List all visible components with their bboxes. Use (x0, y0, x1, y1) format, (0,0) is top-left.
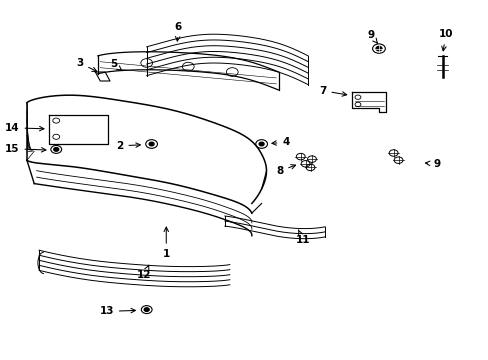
Text: 6: 6 (175, 22, 182, 41)
Text: 15: 15 (5, 144, 46, 154)
Circle shape (259, 142, 264, 146)
Text: 14: 14 (5, 123, 44, 133)
Text: 9: 9 (425, 159, 439, 169)
Circle shape (375, 46, 381, 51)
Text: 10: 10 (438, 29, 452, 51)
Text: 7: 7 (318, 86, 346, 96)
Text: 1: 1 (163, 227, 169, 259)
Text: 5: 5 (110, 59, 122, 71)
Text: 4: 4 (271, 137, 289, 147)
Circle shape (149, 142, 154, 146)
Text: 9: 9 (366, 30, 377, 43)
Text: 2: 2 (116, 141, 140, 151)
Circle shape (54, 148, 59, 151)
Polygon shape (0, 103, 488, 184)
Text: 12: 12 (137, 265, 151, 280)
Circle shape (144, 308, 149, 311)
Text: 3: 3 (76, 58, 97, 71)
Polygon shape (0, 335, 488, 340)
Text: 11: 11 (295, 230, 310, 245)
Text: 13: 13 (99, 306, 135, 316)
Text: 8: 8 (276, 165, 295, 176)
